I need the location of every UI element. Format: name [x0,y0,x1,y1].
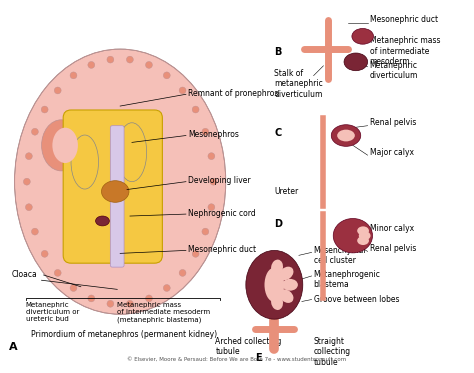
Text: Metanephric
diverticulum or
ureteric bud: Metanephric diverticulum or ureteric bud [26,303,79,323]
Circle shape [31,128,38,135]
Ellipse shape [96,216,109,226]
Text: Renal pelvis: Renal pelvis [370,244,416,253]
Text: Major calyx: Major calyx [370,148,414,157]
Circle shape [202,228,209,235]
Circle shape [88,295,95,302]
Circle shape [26,204,32,211]
Ellipse shape [246,250,303,319]
Ellipse shape [331,125,361,146]
Text: Arched collecting
tubule: Arched collecting tubule [215,337,282,356]
Ellipse shape [279,267,293,280]
FancyBboxPatch shape [110,126,124,267]
Text: C: C [274,128,282,138]
Circle shape [70,72,77,79]
Circle shape [202,128,209,135]
Text: B: B [274,47,282,57]
Text: E: E [255,353,261,363]
Circle shape [70,285,77,291]
Text: Ureter: Ureter [274,187,299,196]
Circle shape [26,153,32,160]
Circle shape [55,269,61,276]
Text: Groove between lobes: Groove between lobes [314,295,399,304]
Circle shape [208,153,215,160]
Ellipse shape [357,226,369,235]
Ellipse shape [271,294,283,310]
Text: A: A [9,342,18,352]
Text: Stalk of
metanephric
diverticulum: Stalk of metanephric diverticulum [274,69,323,98]
Text: Developing liver: Developing liver [188,176,251,185]
Circle shape [127,300,133,307]
Ellipse shape [52,128,78,163]
Circle shape [127,56,133,63]
Circle shape [208,204,215,211]
Circle shape [192,106,199,113]
Circle shape [55,87,61,94]
Circle shape [88,62,95,68]
Text: Primordium of metanephros (permanent kidney): Primordium of metanephros (permanent kid… [31,330,217,339]
Text: Metanephric
diverticulum: Metanephric diverticulum [370,61,418,80]
Circle shape [23,178,30,185]
Ellipse shape [333,219,373,253]
Text: Metanephric mass
of intermediate mesoderm
(metanephric blastema): Metanephric mass of intermediate mesoder… [117,303,210,323]
Ellipse shape [359,231,371,240]
Circle shape [107,300,114,307]
Circle shape [192,250,199,257]
Text: Renal pelvis: Renal pelvis [370,118,416,127]
Text: D: D [274,219,283,229]
Circle shape [164,285,170,291]
Ellipse shape [357,236,369,245]
Text: Mesonephric duct: Mesonephric duct [370,15,438,24]
Text: Remnant of pronephros: Remnant of pronephros [188,89,278,98]
Circle shape [107,56,114,63]
Text: Metanephric mass
of intermediate
mesoderm: Metanephric mass of intermediate mesoder… [370,36,440,66]
Circle shape [41,106,48,113]
Ellipse shape [264,267,284,302]
Ellipse shape [71,135,99,189]
Ellipse shape [101,181,129,202]
FancyBboxPatch shape [63,110,163,263]
Ellipse shape [42,120,81,171]
Ellipse shape [337,130,355,141]
Circle shape [146,62,153,68]
Ellipse shape [279,289,293,303]
Text: Nephrogenic cord: Nephrogenic cord [188,209,255,217]
Text: Metanephrogenic
blastema: Metanephrogenic blastema [314,270,381,289]
Circle shape [179,87,186,94]
Circle shape [41,250,48,257]
Text: Mesenchymal
cell cluster: Mesenchymal cell cluster [314,245,366,265]
Text: Mesonephric duct: Mesonephric duct [188,245,256,254]
Circle shape [31,228,38,235]
Circle shape [164,72,170,79]
Ellipse shape [117,123,146,182]
Circle shape [146,295,153,302]
Ellipse shape [15,49,226,314]
Circle shape [210,178,217,185]
Ellipse shape [344,53,368,71]
Circle shape [179,269,186,276]
FancyArrowPatch shape [80,242,125,253]
Ellipse shape [271,260,283,275]
Text: Mesonephros: Mesonephros [188,130,239,139]
Ellipse shape [282,279,298,291]
Ellipse shape [352,28,374,44]
Text: Minor calyx: Minor calyx [370,224,414,233]
Text: Cloaca: Cloaca [12,270,38,279]
Text: Straight
collecting
tubule: Straight collecting tubule [314,337,351,367]
Text: © Elsevier, Moore & Persaud: Before We are Born 7e - www.studentconsult.com: © Elsevier, Moore & Persaud: Before We a… [128,356,346,361]
